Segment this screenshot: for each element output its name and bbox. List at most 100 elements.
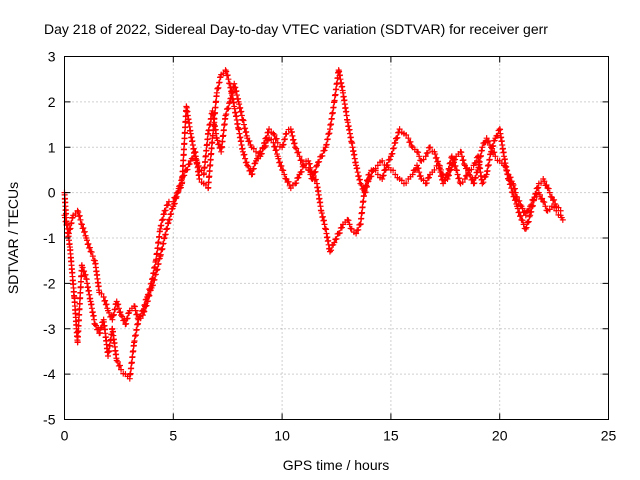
data-point-interp [390, 145, 397, 152]
data-point-interp [295, 174, 302, 181]
data-point-interp [260, 145, 267, 152]
data-point [379, 157, 386, 164]
data-point-interp [541, 178, 548, 185]
data-point-interp [519, 217, 526, 224]
data-point-interp [106, 309, 113, 316]
data-point-interp [525, 218, 532, 225]
data-point-interp [394, 134, 401, 141]
data-point-interp [362, 189, 369, 196]
data-point-interp [425, 174, 432, 181]
y-tick-label: -2 [43, 275, 56, 291]
data-point-interp [86, 244, 93, 251]
data-point [326, 248, 333, 255]
data-point-interp [471, 180, 478, 187]
data-point [287, 185, 294, 192]
data-point-interp [519, 205, 526, 212]
data-point-interp [368, 173, 375, 180]
y-tick-label: -4 [43, 366, 56, 382]
data-point-interp [298, 156, 305, 163]
data-point-interp [245, 163, 252, 170]
data-point-interp [433, 154, 440, 161]
data-point-interp [273, 135, 280, 142]
data-layer [61, 67, 566, 382]
data-point-interp [214, 137, 221, 144]
data-point-interp [173, 195, 180, 202]
data-point-interp [223, 68, 230, 75]
data-point-interp [103, 301, 110, 308]
data-point-interp [432, 151, 439, 158]
data-point-interp [241, 151, 248, 158]
data-point-interp [436, 162, 443, 169]
data-point-interp [452, 156, 459, 163]
data-point [222, 112, 229, 119]
data-point-interp [532, 190, 539, 197]
data-point-interp [88, 249, 95, 256]
data-point-interp [384, 161, 391, 168]
data-point [113, 357, 120, 364]
data-point-interp [225, 76, 232, 83]
data-point-interp [543, 181, 550, 188]
data-point-interp [458, 153, 465, 160]
data-point-interp [512, 189, 519, 196]
data-point [427, 144, 434, 151]
data-point [266, 126, 273, 133]
data-point-interp [369, 168, 376, 175]
data-point-interp [242, 155, 249, 162]
data-point-interp [403, 132, 410, 139]
data-point-interp [390, 167, 397, 174]
y-tick-label: -5 [43, 412, 56, 428]
data-point [174, 189, 181, 196]
data-point [522, 225, 529, 232]
data-point [392, 171, 399, 178]
data-point-interp [293, 180, 300, 187]
data-point-interp [186, 161, 193, 168]
data-point-interp [345, 217, 352, 224]
data-point-interp [415, 165, 422, 172]
data-point-interp [435, 158, 442, 165]
data-point-interp [224, 72, 231, 79]
data-point-interp [538, 180, 545, 187]
data-point-interp [281, 171, 288, 178]
data-point-interp [123, 320, 130, 327]
data-point-interp [131, 303, 138, 310]
data-point [527, 203, 534, 210]
data-point-interp [85, 240, 92, 247]
data-point-interp [555, 204, 562, 211]
data-point-interp [546, 206, 553, 213]
data-point-interp [98, 290, 105, 297]
data-point-interp [539, 195, 546, 202]
data-point-interp [445, 172, 452, 179]
chart-title: Day 218 of 2022, Sidereal Day-to-day VTE… [44, 21, 548, 37]
data-point-interp [358, 181, 365, 188]
data-point-interp [423, 180, 430, 187]
data-point-interp [526, 207, 533, 214]
data-point-interp [468, 166, 475, 173]
data-point-interp [114, 358, 121, 365]
data-point-interp [81, 268, 88, 275]
data-point [440, 171, 447, 178]
x-tick-label: 0 [61, 428, 69, 444]
x-tick-label: 5 [169, 428, 177, 444]
data-point [492, 153, 499, 160]
y-tick-label: 3 [48, 49, 56, 65]
data-point-interp [168, 210, 175, 217]
data-point-interp [491, 149, 498, 156]
data-point-interp [271, 132, 278, 139]
data-point-interp [416, 169, 423, 176]
data-point-interp [551, 196, 558, 203]
data-point-interp [306, 167, 313, 174]
data-point [479, 180, 486, 187]
x-tick-label: 15 [383, 428, 399, 444]
data-point-interp [511, 185, 518, 192]
data-point-interp [80, 225, 87, 232]
data-point [292, 144, 299, 151]
data-point [296, 153, 303, 160]
data-point [196, 176, 203, 183]
data-point [466, 171, 473, 178]
data-point-interp [420, 177, 427, 184]
data-point-interp [89, 253, 96, 260]
data-point-interp [312, 168, 319, 175]
data-point-interp [480, 179, 487, 186]
data-point-interp [420, 156, 427, 163]
